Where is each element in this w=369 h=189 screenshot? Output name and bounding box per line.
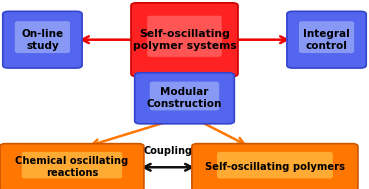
Text: Self-oscillating polymers: Self-oscillating polymers [205, 162, 345, 172]
FancyBboxPatch shape [150, 82, 219, 110]
FancyBboxPatch shape [287, 11, 366, 68]
FancyBboxPatch shape [3, 11, 82, 68]
Text: Self-oscillating
polymer systems: Self-oscillating polymer systems [132, 29, 237, 51]
Text: Integral
control: Integral control [303, 29, 350, 51]
FancyBboxPatch shape [147, 16, 222, 57]
Text: On-line
study: On-line study [21, 29, 63, 51]
FancyBboxPatch shape [299, 21, 354, 53]
Text: Modular
Construction: Modular Construction [147, 87, 222, 109]
FancyBboxPatch shape [217, 152, 333, 178]
FancyBboxPatch shape [192, 144, 358, 189]
Text: Coupling: Coupling [144, 146, 192, 156]
FancyBboxPatch shape [131, 3, 238, 77]
FancyBboxPatch shape [22, 152, 122, 178]
FancyBboxPatch shape [15, 21, 70, 53]
FancyBboxPatch shape [135, 73, 234, 124]
Text: Chemical oscillating
reactions: Chemical oscillating reactions [15, 156, 128, 178]
FancyBboxPatch shape [0, 144, 144, 189]
